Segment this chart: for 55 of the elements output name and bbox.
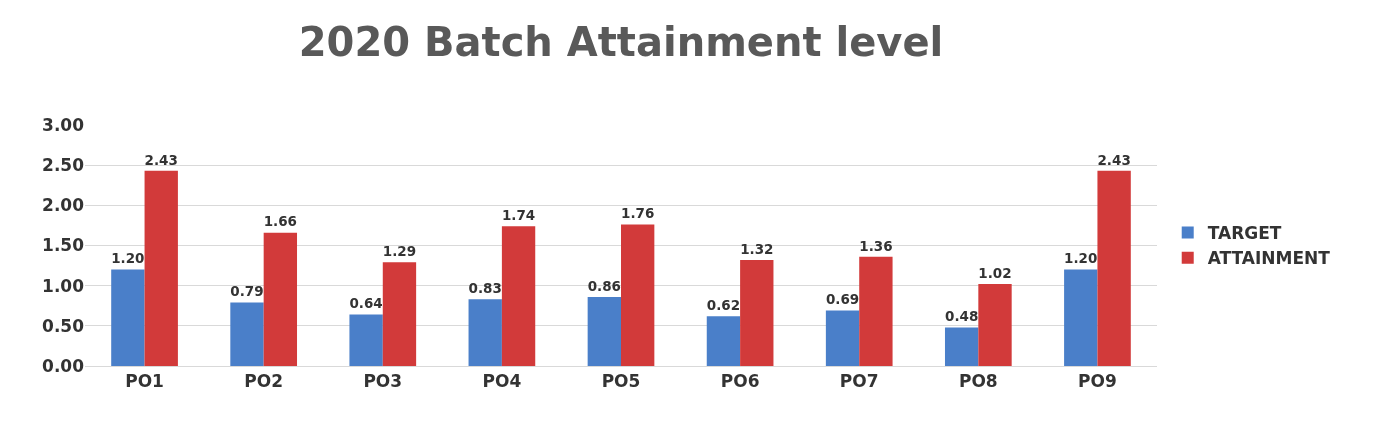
bar [706,316,741,366]
data-label: 1.20 [1064,251,1098,267]
data-label: 1.36 [859,237,893,254]
y-tick-label: 1.00 [42,275,85,296]
bar [1097,170,1131,366]
x-tick-label: PO3 [363,371,403,392]
bar [1064,269,1098,366]
data-label: 0.86 [587,277,621,294]
data-label: 1.66 [263,213,297,230]
x-tick-label: PO1 [125,371,164,392]
bar [349,314,383,366]
data-label: 1.29 [382,243,417,260]
data-label: 0.69 [825,291,860,308]
legend-label: ATTAINMENT [1207,248,1331,269]
bar [978,284,1012,366]
chart-title: 2020 Batch Attainment level [298,19,944,66]
bar [144,170,178,366]
y-tick-label: 2.00 [42,195,85,216]
bar [587,296,621,366]
y-tick-label: 3.00 [42,114,85,135]
bar [382,262,417,366]
y-tick-label: 0.00 [42,355,85,376]
bar [263,232,298,366]
data-label: 0.62 [706,297,741,314]
legend-label: TARGET [1207,223,1282,244]
bar [468,299,502,366]
data-label: 0.83 [468,280,502,297]
y-tick-label: 1.50 [42,235,85,256]
bar [859,256,893,366]
x-tick-label: PO5 [601,371,641,392]
x-tick-label: PO8 [958,371,998,392]
bar [944,327,979,366]
x-tick-label: PO7 [839,371,879,392]
bar [740,259,774,366]
bar [230,302,264,366]
data-label: 0.79 [230,283,264,300]
data-label: 1.76 [621,205,655,222]
x-tick-label: PO6 [720,371,760,392]
data-label: 1.74 [501,208,536,224]
x-tick-label: PO4 [482,371,522,392]
bar [825,310,860,366]
y-tick-label: 2.50 [42,155,85,176]
data-label: 0.48 [945,308,979,325]
x-tick-label: PO9 [1078,371,1117,392]
data-label: 2.43 [144,151,178,168]
bar [501,226,536,366]
data-label: 1.02 [978,264,1012,281]
data-label: 1.20 [111,251,145,267]
bar [621,224,655,366]
y-tick-label: 0.50 [42,315,85,336]
bar [111,269,145,366]
data-label: 0.64 [349,296,383,312]
x-tick-label: PO2 [244,371,284,392]
data-label: 1.32 [740,240,774,257]
data-label: 2.43 [1097,151,1131,168]
